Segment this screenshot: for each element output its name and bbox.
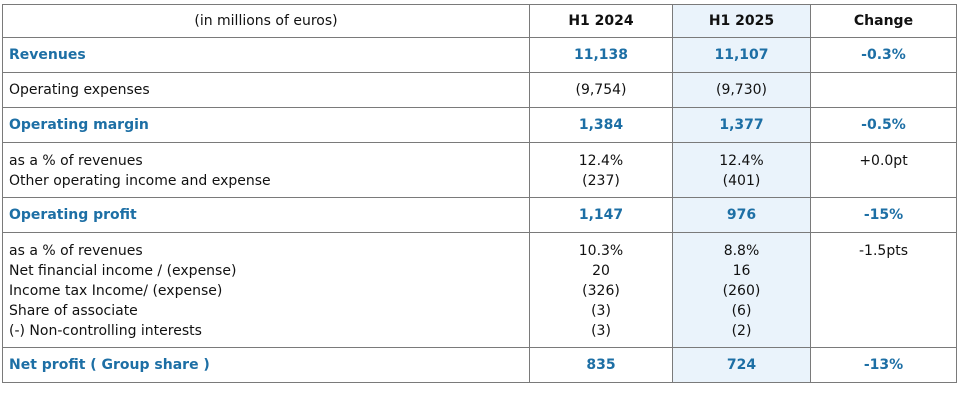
value-h1-2024: 835 [529,347,673,383]
detail-h1-2024: 12.4% (237) [529,142,673,198]
detail-labels: as a % of revenues Other operating incom… [2,142,530,198]
header-h1-2025: H1 2025 [672,4,811,38]
detail-value: 10.3% [578,243,624,259]
detail-label: (-) Non-controlling interests [9,323,202,339]
detail-value: (3) [591,323,611,339]
detail-h1-2024: 10.3% 20 (326) (3) (3) [529,232,673,348]
row-net-profit: Net profit ( Group share ) 835 724 -13% [2,347,957,383]
value-h1-2025: (9,730) [672,72,811,108]
value-h1-2025: 976 [672,197,811,233]
row-label: Operating expenses [2,72,530,108]
detail-value: (237) [582,173,620,189]
detail-h1-2025: 12.4% (401) [672,142,811,198]
value-h1-2025: 11,107 [672,37,811,73]
detail-change: +0.0pt [810,142,957,198]
detail-value: (326) [582,283,620,299]
value-h1-2025: 724 [672,347,811,383]
detail-label: as a % of revenues [9,153,143,169]
detail-value: 16 [732,263,751,279]
header-h1-2024: H1 2024 [529,4,673,38]
detail-value: (2) [731,323,752,339]
detail-value: (401) [722,173,761,189]
detail-value: (260) [722,283,761,299]
header-change: Change [810,4,957,38]
value-change [810,72,957,108]
header-row: (in millions of euros) H1 2024 H1 2025 C… [2,4,957,38]
detail-value: (6) [731,303,752,319]
detail-value: -1.5pts [859,243,908,259]
detail-label: Other operating income and expense [9,173,271,189]
detail-label: Share of associate [9,303,138,319]
detail-value: 12.4% [719,153,764,169]
row-operating-expenses: Operating expenses (9,754) (9,730) [2,72,957,108]
detail-value: 20 [592,263,610,279]
value-h1-2024: 1,384 [529,107,673,143]
income-statement-table: (in millions of euros) H1 2024 H1 2025 C… [2,4,957,383]
row-label: Net profit ( Group share ) [2,347,530,383]
row-margin-details: as a % of revenues Other operating incom… [2,142,957,198]
value-h1-2025: 1,377 [672,107,811,143]
row-label: Operating profit [2,197,530,233]
detail-change: -1.5pts [810,232,957,348]
detail-label: Net financial income / (expense) [9,263,237,279]
detail-h1-2025: 8.8% 16 (260) (6) (2) [672,232,811,348]
row-operating-margin: Operating margin 1,384 1,377 -0.5% [2,107,957,143]
detail-labels: as a % of revenues Net financial income … [2,232,530,348]
row-label: Revenues [2,37,530,73]
detail-label: Income tax Income/ (expense) [9,283,223,299]
value-h1-2024: (9,754) [529,72,673,108]
row-label: Operating margin [2,107,530,143]
detail-label: as a % of revenues [9,243,143,259]
value-h1-2024: 1,147 [529,197,673,233]
value-h1-2024: 11,138 [529,37,673,73]
detail-value: +0.0pt [859,153,908,169]
value-change: -0.5% [810,107,957,143]
detail-value: (3) [591,303,611,319]
row-operating-profit: Operating profit 1,147 976 -15% [2,197,957,233]
value-change: -13% [810,347,957,383]
row-profit-details: as a % of revenues Net financial income … [2,232,957,348]
value-change: -0.3% [810,37,957,73]
detail-value: 8.8% [723,243,760,259]
row-revenues: Revenues 11,138 11,107 -0.3% [2,37,957,73]
value-change: -15% [810,197,957,233]
header-description: (in millions of euros) [2,4,530,38]
detail-value: 12.4% [578,153,624,169]
